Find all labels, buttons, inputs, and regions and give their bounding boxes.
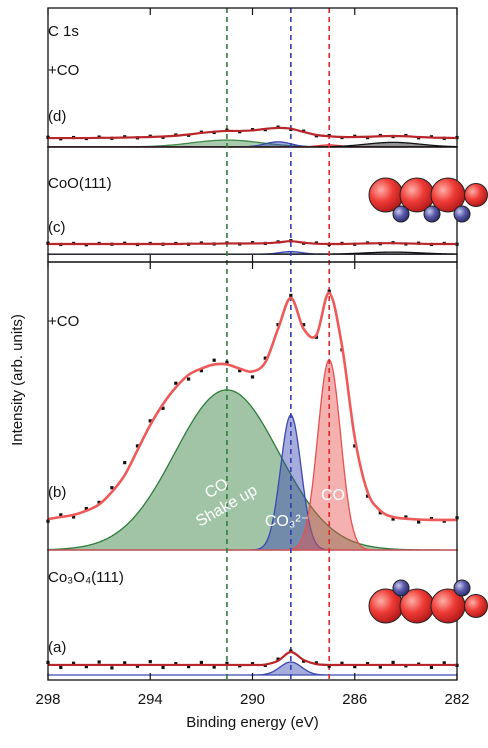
fit-component [47,389,458,551]
fit-component [47,661,458,676]
data-point [378,511,382,515]
data-point [84,665,88,669]
panel-label: Co₃O₄(111) [48,569,124,586]
panel-label: CoO(111) [48,175,112,192]
data-point [110,486,114,490]
data-point [212,358,216,362]
co3o4-structure [368,579,488,624]
peak-annotation: CO₃²⁻ [265,513,309,530]
data-point [186,377,191,381]
data-point [327,664,331,668]
fit-line [48,126,458,140]
data-point [276,323,280,327]
cobalt-atom [392,579,410,597]
data-point [225,661,229,665]
annotation-line: CO [321,487,345,504]
data-point [59,513,63,517]
data-point [174,662,178,666]
cobalt-atom [423,205,441,223]
x-tick-label: 286 [342,691,367,708]
data-point [314,335,319,339]
x-tick-label: 294 [138,691,163,708]
data-point [148,419,152,423]
panel-label: +CO [48,313,79,330]
coo-structure [368,177,488,223]
data-point [340,661,344,665]
data-point [263,356,267,360]
data-point [353,665,357,669]
data-point [314,661,319,665]
data-point [250,375,255,379]
data-point [199,369,203,373]
data-point [123,461,127,465]
data-point [238,369,242,373]
data-point [212,665,216,669]
panel-label: (d) [48,108,66,125]
panel-label: (c) [48,219,66,236]
fit-line [47,240,457,246]
data-point [302,323,306,327]
cobalt-atom [453,205,471,223]
data-point [417,520,421,524]
data-point [327,289,331,293]
y-axis-label: Intensity (arb. units) [9,314,26,446]
fit-component [47,251,458,255]
reference-layer [226,8,330,680]
data-point [71,661,76,665]
data-point [199,660,203,665]
data-point [161,406,165,410]
data-point [71,515,76,519]
data-point [365,662,370,666]
panel-label: (b) [48,484,66,501]
data-point [135,444,140,448]
panel-label: C 1s [48,23,79,40]
components-layer [47,139,458,676]
data-point [442,661,446,665]
data-point [174,381,178,385]
data-point [378,665,382,669]
data-point [59,665,63,670]
oxygen-atom [464,183,488,207]
data-point [353,444,357,448]
data-point [276,657,280,661]
peak-annotation: CO [321,487,345,504]
annotation-line: CO₃²⁻ [265,513,309,530]
fit-line [47,650,458,667]
fit-line [47,291,457,522]
x-tick-label: 290 [240,691,265,708]
data-point [225,360,229,364]
fit-component [47,141,458,148]
x-axis-label: Binding energy (eV) [186,714,319,731]
data-point [391,660,395,665]
data-point [97,500,101,504]
data-point [302,659,306,663]
data-point [365,494,370,498]
fit-component [47,358,458,551]
data-point [250,662,255,666]
x-tick-label: 282 [444,691,469,708]
x-tick-label: 298 [35,691,60,708]
cobalt-atom [392,205,410,223]
data-point [135,664,140,668]
oxygen-atom [464,594,488,618]
data-point [404,515,408,519]
panel-label: (a) [48,639,66,656]
data-point [148,660,152,664]
data-point [186,665,191,669]
data-point [289,293,293,298]
data-point [84,507,88,511]
text-layer: C 1s +CO (d) CoO(111) (c) 298 294 290 286 282 +CO (… [9,23,470,731]
fit-layer [46,125,459,670]
data-point [123,661,127,665]
data-point [391,517,395,521]
data-point [110,666,114,670]
cobalt-atom [453,579,471,597]
data-point [97,660,101,664]
data-point [429,665,434,670]
axes-layer [47,7,458,681]
panel-label: +CO [48,62,79,79]
data-point [161,665,165,670]
